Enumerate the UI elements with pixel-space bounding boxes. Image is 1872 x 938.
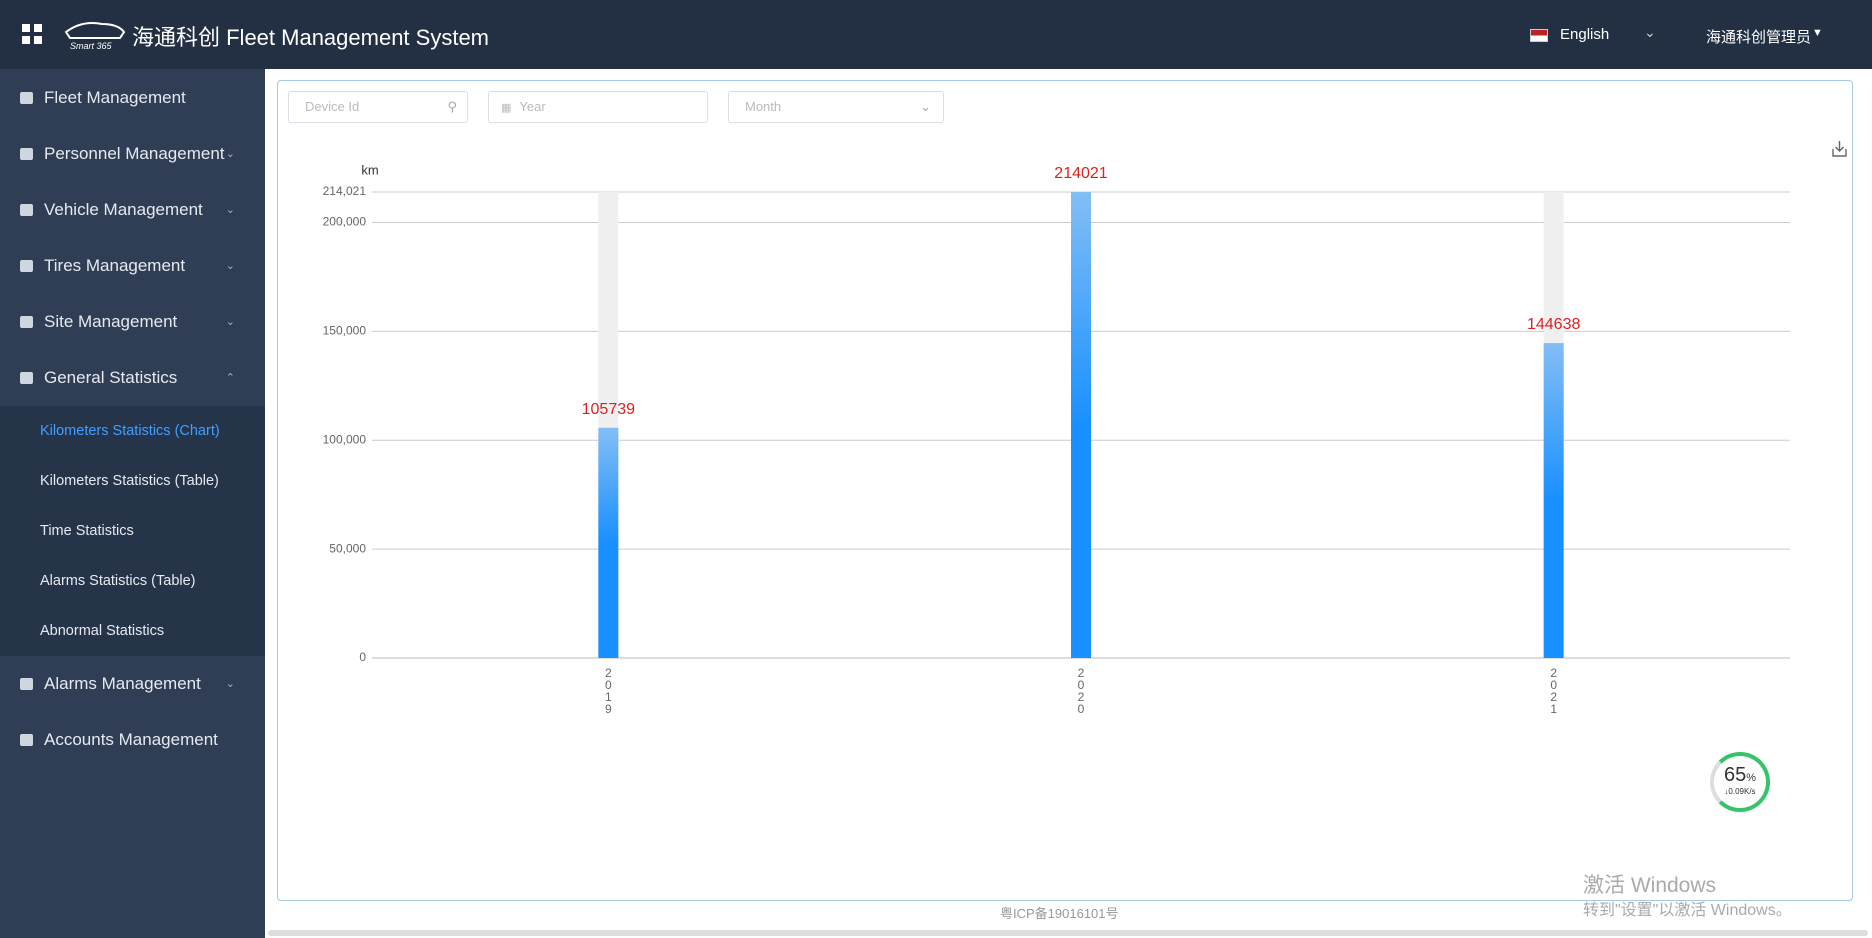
submenu-item[interactable]: Abnormal Statistics xyxy=(0,606,265,656)
submenu-label: Alarms Statistics (Table) xyxy=(40,573,196,589)
chevron: ⌄ xyxy=(1644,24,1656,40)
submenu-item[interactable]: Kilometers Statistics (Chart) xyxy=(0,406,265,456)
logo: Smart 365 xyxy=(64,22,126,51)
speed-percent: 65 xyxy=(1723,764,1747,786)
month-select[interactable]: Month ⌄ xyxy=(728,91,944,123)
menu-label: Vehicle Management xyxy=(44,200,203,219)
bar xyxy=(1543,343,1564,658)
menu-icon xyxy=(20,678,33,690)
user-menu[interactable]: 海通科创管理员 xyxy=(1706,29,1812,46)
speed-widget: 65% ↓0.09K/s xyxy=(1710,752,1770,812)
submenu-item[interactable]: Alarms Statistics (Table) xyxy=(0,556,265,606)
menu-item[interactable]: Alarms Management ⌄ xyxy=(0,656,265,712)
value-label: 214021 xyxy=(1054,165,1107,182)
x-tick-label: 2020 xyxy=(1074,666,1088,714)
submenu-label: Kilometers Statistics (Chart) xyxy=(40,423,220,439)
x-tick-label: 2019 xyxy=(601,666,615,714)
language-select[interactable]: English xyxy=(1560,26,1610,43)
device-id-input[interactable]: Device Id ⚲ xyxy=(288,91,468,123)
footer: 粤ICP备19016101号 xyxy=(1000,906,1119,921)
logo-text: Smart 365 xyxy=(70,41,113,51)
submenu-label: Abnormal Statistics xyxy=(40,623,165,639)
submenu-label: Time Statistics xyxy=(40,523,134,539)
download-icon[interactable] xyxy=(1832,141,1847,157)
value-label: 105739 xyxy=(582,401,635,418)
y-tick-label: 200,000 xyxy=(323,215,367,229)
menu-item[interactable]: Vehicle Management ⌄ xyxy=(0,182,265,238)
y-tick-label: 100,000 xyxy=(323,432,367,446)
chevron: ⌄ xyxy=(920,99,931,114)
menu-icon xyxy=(20,204,33,216)
scrollbar[interactable] xyxy=(268,930,1868,936)
menu-label: Tires Management xyxy=(44,256,186,275)
sidebar: Fleet Management Personnel Management ⌄ Veh… xyxy=(0,69,265,938)
x-tick-label: 2021 xyxy=(1547,666,1561,714)
submenu-label: Kilometers Statistics (Table) xyxy=(40,473,219,489)
panel xyxy=(277,80,1853,901)
chevron: ⌄ xyxy=(225,260,235,272)
menu-label: Alarms Management xyxy=(44,674,201,693)
bar xyxy=(1071,192,1091,658)
menu-label: General Statistics xyxy=(44,368,178,387)
menu-item[interactable]: Accounts Management xyxy=(0,712,265,768)
watermark-title: 激活 Windows xyxy=(1583,874,1717,897)
apps-icon[interactable] xyxy=(22,24,42,44)
y-tick-label: 0 xyxy=(359,650,366,664)
placeholder: Month xyxy=(745,99,782,114)
menu-icon xyxy=(20,148,33,160)
y-tick-label: 50,000 xyxy=(329,541,366,555)
chevron: ⌄ xyxy=(225,148,235,160)
app-title: 海通科创 Fleet Management System xyxy=(132,25,490,50)
chevron: ⌃ xyxy=(225,372,235,384)
chart: km 0 50,000 100,000 150,000 200,000 214,021 20… xyxy=(323,141,1847,714)
menu-icon xyxy=(20,734,33,746)
menu-item[interactable]: General Statistics ⌃ xyxy=(0,350,265,406)
menu-icon xyxy=(20,92,33,104)
calendar-icon: ▦ xyxy=(501,102,512,114)
speed-rate: ↓0.09K/s xyxy=(1724,787,1756,796)
bar xyxy=(598,427,619,658)
submenu-item[interactable]: Time Statistics xyxy=(0,506,265,556)
menu-icon xyxy=(20,260,33,272)
placeholder: Device Id xyxy=(305,99,360,114)
chevron: ⌄ xyxy=(225,678,235,690)
submenu-item[interactable]: Kilometers Statistics (Table) xyxy=(0,456,265,506)
flag-icon xyxy=(1530,29,1548,42)
menu-icon xyxy=(20,372,33,384)
search-icon: ⚲ xyxy=(447,99,457,114)
menu-item[interactable]: Site Management ⌄ xyxy=(0,294,265,350)
watermark-text: 转到"设置"以激活 Windows。 xyxy=(1583,902,1792,919)
menu-label: Personnel Management xyxy=(44,144,225,163)
menu-label: Accounts Management xyxy=(44,730,218,749)
menu-item[interactable]: Fleet Management xyxy=(0,70,265,126)
menu-label: Fleet Management xyxy=(44,88,186,107)
menu-item[interactable]: Tires Management ⌄ xyxy=(0,238,265,294)
y-axis-unit: km xyxy=(361,162,378,177)
menu-icon xyxy=(20,316,33,328)
chevron: ⌄ xyxy=(225,316,235,328)
percent-sign: % xyxy=(1746,772,1757,784)
caret: ▼ xyxy=(1812,27,1823,39)
menu-item[interactable]: Personnel Management ⌄ xyxy=(0,126,265,182)
placeholder: Year xyxy=(519,99,546,114)
value-label: 144638 xyxy=(1527,316,1580,333)
menu-label: Site Management xyxy=(44,312,178,331)
chevron: ⌄ xyxy=(225,204,235,216)
y-tick-label: 150,000 xyxy=(323,324,367,338)
year-input[interactable]: ▦ Year xyxy=(488,91,708,123)
y-tick-label: 214,021 xyxy=(323,184,367,198)
header: Smart 365 海通科创 Fleet Management System E… xyxy=(0,0,1872,69)
